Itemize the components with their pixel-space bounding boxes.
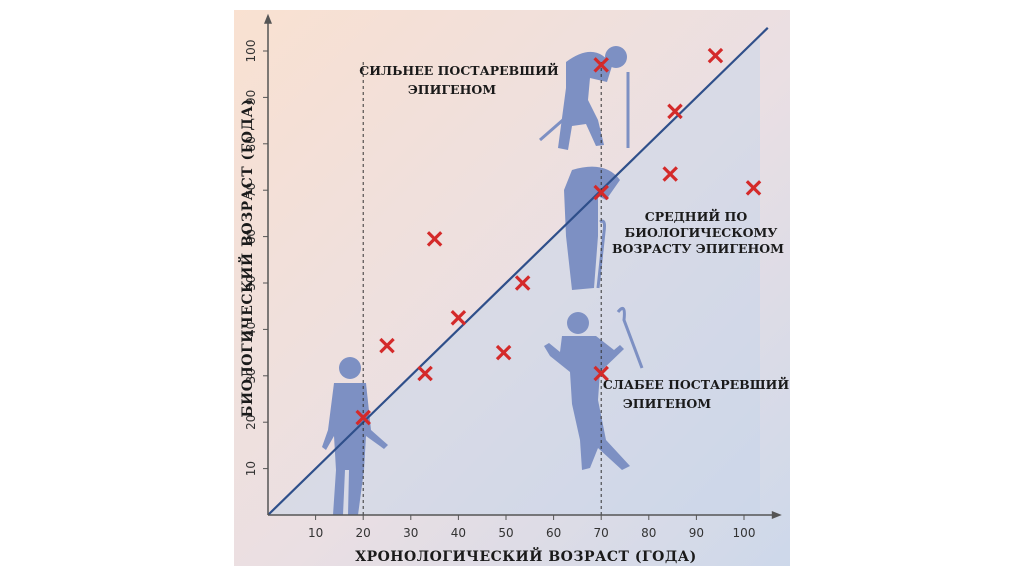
guide-lines bbox=[362, 60, 602, 515]
x-tick-label: 10 bbox=[308, 526, 323, 540]
x-tick-label: 70 bbox=[594, 526, 609, 540]
x-tick-label: 40 bbox=[451, 526, 466, 540]
annotation-average-line-1: СРЕДНИЙ ПО bbox=[645, 208, 748, 224]
data-point-marker bbox=[450, 310, 467, 326]
annotation-more-aged: СИЛЬНЕЕ ПОСТАРЕВШИЙ ЭПИГЕНОМ bbox=[359, 62, 559, 97]
y-tick-label: 60 bbox=[244, 229, 258, 244]
x-tick-label: 100 bbox=[733, 526, 756, 540]
equal-age-diagonal-line bbox=[267, 27, 769, 516]
annotation-average-line-3: ВОЗРАСТУ ЭПИГЕНОМ bbox=[612, 241, 784, 256]
data-point-marker bbox=[662, 166, 678, 182]
data-point-marker bbox=[667, 103, 683, 120]
data-point-marker bbox=[707, 47, 724, 64]
y-axis-ticks: 10 20 30 40 50 60 70 80 90 100 bbox=[244, 40, 268, 476]
fit-elderly-person-figure bbox=[544, 306, 644, 470]
data-points bbox=[355, 47, 762, 426]
x-tick-label: 30 bbox=[403, 526, 418, 540]
y-axis-title: БИОЛОГИЧЕСКИЙ ВОЗРАСТ (ГОДА) bbox=[237, 99, 256, 418]
x-tick-label: 60 bbox=[546, 526, 561, 540]
y-tick-label: 100 bbox=[244, 40, 258, 63]
data-point-marker bbox=[417, 365, 433, 382]
y-tick-label: 20 bbox=[244, 415, 258, 430]
data-point-marker bbox=[495, 344, 512, 361]
annotation-more-aged-line-1: СИЛЬНЕЕ ПОСТАРЕВШИЙ bbox=[359, 62, 559, 78]
annotation-more-aged-line-2: ЭПИГЕНОМ bbox=[408, 82, 496, 97]
x-axis-ticks: 10 20 30 40 50 60 70 80 90 100 bbox=[308, 515, 755, 540]
y-tick-label: 50 bbox=[244, 275, 258, 290]
x-tick-label: 90 bbox=[689, 526, 704, 540]
data-point-marker bbox=[593, 57, 609, 73]
y-tick-label: 10 bbox=[244, 461, 258, 476]
data-point-marker bbox=[426, 231, 443, 247]
data-point-marker bbox=[379, 337, 395, 354]
y-tick-label: 40 bbox=[244, 322, 258, 337]
x-axis-arrow bbox=[771, 511, 782, 519]
annotation-less-aged: СЛАБЕЕ ПОСТАРЕВШИЙ ЭПИГЕНОМ bbox=[603, 376, 790, 411]
x-axis-title: ХРОНОЛОГИЧЕСКИЙ ВОЗРАСТ (ГОДА) bbox=[355, 546, 697, 565]
old-person-bent-figure bbox=[539, 46, 630, 150]
annotation-average-line-2: БИОЛОГИЧЕСКОМУ bbox=[625, 225, 778, 240]
y-tick-label: 90 bbox=[244, 90, 258, 105]
data-point-marker bbox=[593, 365, 609, 382]
young-person-figure bbox=[322, 357, 388, 515]
x-tick-label: 20 bbox=[356, 526, 371, 540]
y-tick-label: 80 bbox=[244, 136, 258, 151]
annotation-less-aged-line-1: СЛАБЕЕ ПОСТАРЕВШИЙ bbox=[603, 376, 790, 392]
y-tick-label: 70 bbox=[244, 183, 258, 198]
data-point-marker bbox=[745, 180, 762, 196]
data-point-marker bbox=[514, 275, 531, 291]
annotation-less-aged-line-2: ЭПИГЕНОМ bbox=[623, 396, 711, 411]
annotation-average: СРЕДНИЙ ПО БИОЛОГИЧЕСКОМУ ВОЗРАСТУ ЭПИГЕ… bbox=[612, 208, 784, 256]
y-axis-arrow bbox=[264, 13, 272, 24]
x-tick-label: 80 bbox=[641, 526, 656, 540]
y-tick-label: 30 bbox=[244, 368, 258, 383]
x-tick-label: 50 bbox=[498, 526, 513, 540]
data-point-marker bbox=[355, 409, 371, 426]
data-point-marker bbox=[593, 184, 609, 201]
